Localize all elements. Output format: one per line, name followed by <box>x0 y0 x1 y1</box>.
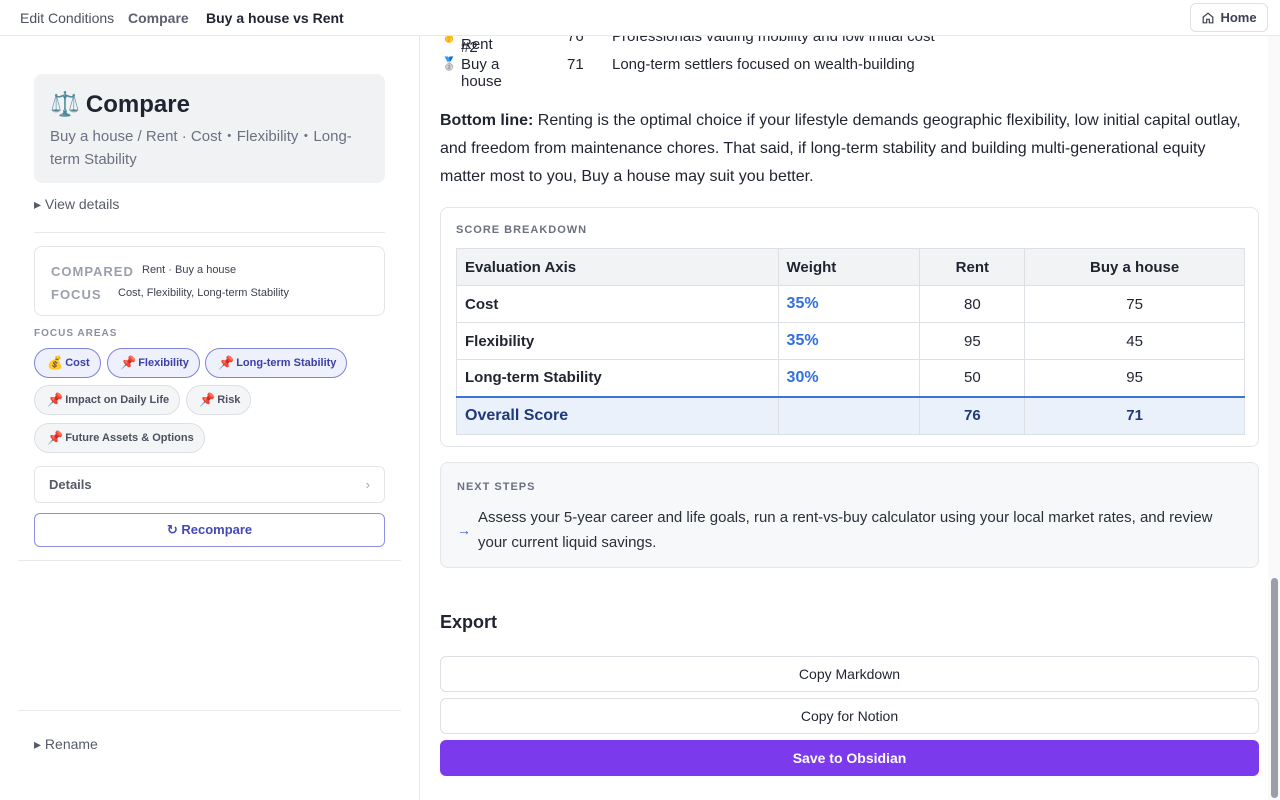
details-label: Details <box>49 477 92 492</box>
axis-cell: Flexibility <box>456 322 779 360</box>
next-steps-heading: NEXT STEPS <box>457 481 536 493</box>
ranking-audience: Professionals valuing mobility and low i… <box>612 36 935 45</box>
buy-score-cell: 45 <box>1024 322 1245 360</box>
home-button-label: Home <box>1220 10 1257 25</box>
pushpin-icon: 📌 <box>47 392 64 407</box>
axis-cell: Long-term Stability <box>456 359 779 397</box>
copy-for-notion-button[interactable]: Copy for Notion <box>440 698 1259 734</box>
pushpin-icon: 📌 <box>120 355 137 370</box>
gold-medal-icon: 🥇 <box>441 36 461 44</box>
divider <box>34 232 385 233</box>
chip-label: Impact on Daily Life <box>65 394 170 406</box>
save-to-obsidian-button[interactable]: Save to Obsidian <box>440 740 1259 776</box>
axis-cell: Cost <box>456 285 779 323</box>
chip-label: Flexibility <box>138 357 189 369</box>
next-steps-card: NEXT STEPS → Assess your 5-year career a… <box>440 462 1259 568</box>
overall-score-row: Overall Score 76 71 <box>456 395 1245 435</box>
column-header: Evaluation Axis <box>456 248 779 286</box>
compared-key: COMPARED <box>51 264 134 279</box>
overall-weight-cell <box>777 395 921 435</box>
silver-medal-icon: 🥈 <box>441 56 458 71</box>
bottom-line-label: Bottom line: <box>440 112 534 129</box>
buy-score-cell: 95 <box>1024 359 1245 397</box>
weight-cell: 35% <box>777 322 921 360</box>
focus-value: Cost, Flexibility, Long-term Stability <box>118 287 289 299</box>
main-scrollbar[interactable] <box>1268 36 1280 800</box>
ranking-row: 🥇 #1 Rent 76 Professionals valuing mobil… <box>441 36 935 53</box>
column-header: Buy a house <box>1024 248 1245 286</box>
chip-flexibility[interactable]: 📌 Flexibility <box>107 348 200 378</box>
scale-icon: ⚖️ <box>50 91 80 118</box>
hero-subtitle: Buy a house / Rent · Cost・Flexibility・Lo… <box>50 128 352 168</box>
next-steps-text: Assess your 5-year career and life goals… <box>478 509 1213 551</box>
chip-label: Long-term Stability <box>236 357 337 369</box>
comparison-info-card: COMPARED Rent · Buy a house FOCUS Cost, … <box>34 246 385 316</box>
money-bag-icon: 💰 <box>47 355 64 370</box>
breadcrumb-current-page: Buy a house vs Rent <box>206 10 344 26</box>
sidebar: ⚖️ Compare Buy a house / Rent · Cost・Fle… <box>0 36 420 800</box>
ranking-row: 🥈 #2 Buy a house 71 Long-term settlers f… <box>441 39 915 90</box>
table-row: Long-term Stability 30% 50 95 <box>456 359 1245 397</box>
home-icon <box>1203 11 1214 23</box>
copy-markdown-button[interactable]: Copy Markdown <box>440 656 1259 692</box>
overall-rent-score: 76 <box>919 395 1026 435</box>
chip-label: Risk <box>217 394 241 406</box>
table-header-row: Evaluation Axis Weight Rent Buy a house <box>456 248 1245 286</box>
recompare-button[interactable]: ↻ Recompare <box>34 513 385 547</box>
ranking-rank: #2 Buy a house <box>461 38 502 90</box>
pushpin-icon: 📌 <box>199 392 216 407</box>
rent-score-cell: 50 <box>919 359 1026 397</box>
weight-cell: 30% <box>777 359 921 397</box>
export-heading: Export <box>440 612 498 632</box>
chip-label: Cost <box>65 357 90 369</box>
divider <box>18 710 401 711</box>
main-content: 🥇 #1 Rent 76 Professionals valuing mobil… <box>421 36 1268 800</box>
score-table: Evaluation Axis Weight Rent Buy a house … <box>456 248 1245 435</box>
chip-label: Future Assets & Options <box>65 432 194 444</box>
divider <box>18 560 401 561</box>
table-row: Flexibility 35% 95 45 <box>456 322 1245 360</box>
pushpin-icon: 📌 <box>218 355 235 370</box>
pushpin-icon: 📌 <box>47 430 64 445</box>
ranking-rank: #1 Rent <box>461 36 493 53</box>
top-bar: Edit Conditions Compare Buy a house vs R… <box>0 0 1280 36</box>
table-row: Cost 35% 80 75 <box>456 285 1245 323</box>
bottom-line-summary: Bottom line: Renting is the optimal choi… <box>440 107 1248 191</box>
home-button[interactable]: Home <box>1190 3 1268 32</box>
column-header: Rent <box>919 248 1026 286</box>
arrow-right-icon: → <box>457 522 471 538</box>
chip-long-term-stability[interactable]: 📌 Long-term Stability <box>205 348 348 378</box>
ranking-audience: Long-term settlers focused on wealth-bui… <box>612 55 915 73</box>
focus-areas-label: FOCUS AREAS <box>34 328 118 339</box>
rent-score-cell: 95 <box>919 322 1026 360</box>
chip-cost[interactable]: 💰 Cost <box>34 348 101 378</box>
bottom-line-text: Renting is the optimal choice if your li… <box>440 112 1241 185</box>
breadcrumb-compare[interactable]: Compare <box>128 10 189 26</box>
breadcrumb-edit-conditions[interactable]: Edit Conditions <box>20 10 115 26</box>
hero-title-row: ⚖️ Compare <box>50 90 190 119</box>
chip-future-assets-options[interactable]: 📌 Future Assets & Options <box>34 423 205 453</box>
overall-buy-score: 71 <box>1024 395 1245 435</box>
ranking-score: 76 <box>567 36 584 45</box>
rent-score-cell: 80 <box>919 285 1026 323</box>
chip-risk[interactable]: 📌 Risk <box>186 385 252 415</box>
scrollbar-thumb[interactable] <box>1271 578 1278 798</box>
column-header: Weight <box>777 248 921 286</box>
chevron-right-icon: › <box>365 477 370 492</box>
chip-impact-on-daily-life[interactable]: 📌 Impact on Daily Life <box>34 385 181 415</box>
details-expander[interactable]: Details › <box>34 466 385 503</box>
compare-hero-card: ⚖️ Compare Buy a house / Rent · Cost・Fle… <box>34 74 385 183</box>
hero-title: Compare <box>85 90 190 118</box>
view-details-toggle[interactable]: ▸ View details <box>34 196 120 212</box>
weight-cell: 35% <box>777 285 921 323</box>
focus-key: FOCUS <box>51 287 102 302</box>
buy-score-cell: 75 <box>1024 285 1245 323</box>
score-breakdown-heading: SCORE BREAKDOWN <box>456 224 588 236</box>
rename-toggle[interactable]: ▸ Rename <box>34 736 98 752</box>
score-breakdown-card: SCORE BREAKDOWN Evaluation Axis Weight R… <box>440 207 1259 447</box>
overall-label: Overall Score <box>456 395 779 435</box>
ranking-score: 71 <box>567 55 584 73</box>
compared-value: Rent · Buy a house <box>142 264 237 276</box>
